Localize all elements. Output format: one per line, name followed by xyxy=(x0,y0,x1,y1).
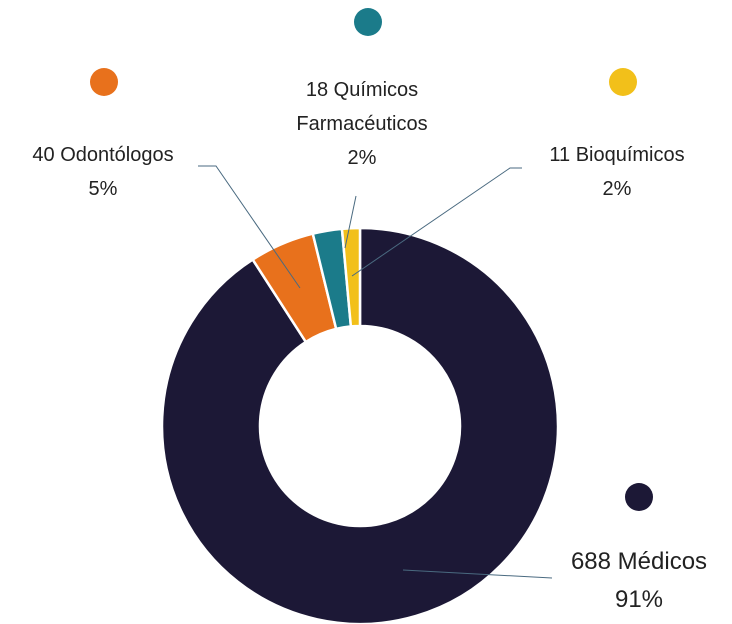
data-label: 688 Médicos 91% xyxy=(539,543,732,619)
data-label: 40 Odontólogos 5% xyxy=(3,138,203,206)
label-name: 688 Médicos xyxy=(539,543,732,581)
label-name: 18 Químicos Farmacéuticos xyxy=(275,73,450,141)
value-label: 688 xyxy=(570,548,611,575)
data-label: 11 Bioquímicos 2% xyxy=(517,138,717,206)
label-percent: 91% xyxy=(539,581,732,619)
label-percent: 2% xyxy=(517,172,717,206)
label-percent: 2% xyxy=(275,141,450,175)
percent-label: 2% xyxy=(347,147,377,169)
percent-label: 2% xyxy=(602,178,632,200)
legend-marker xyxy=(354,8,382,36)
label-name: 40 Odontólogos xyxy=(3,138,203,172)
leader-line xyxy=(344,195,357,249)
leader-lines xyxy=(198,165,553,579)
donut-slice xyxy=(160,226,560,624)
value-label: 40 xyxy=(32,144,55,166)
leader-line xyxy=(351,167,522,277)
legend-marker xyxy=(90,68,118,96)
category-label: Médicos xyxy=(617,548,708,575)
legend-marker xyxy=(625,483,653,511)
donut-slice xyxy=(340,226,362,328)
data-label: 18 Químicos Farmacéuticos 2% xyxy=(275,73,450,175)
category-label: Bioquímicos xyxy=(575,144,685,166)
value-label: 11 xyxy=(549,144,571,166)
category-label: Odontólogos xyxy=(60,144,174,166)
label-percent: 5% xyxy=(3,172,203,206)
value-label: 18 xyxy=(305,79,329,101)
leader-line xyxy=(402,569,553,579)
percent-label: 91% xyxy=(614,586,664,613)
category-label: Químicos Farmacéuticos xyxy=(296,79,428,135)
legend-marker xyxy=(609,68,637,96)
percent-label: 5% xyxy=(88,178,118,200)
leader-line xyxy=(198,165,301,289)
label-name: 11 Bioquímicos xyxy=(517,138,717,172)
